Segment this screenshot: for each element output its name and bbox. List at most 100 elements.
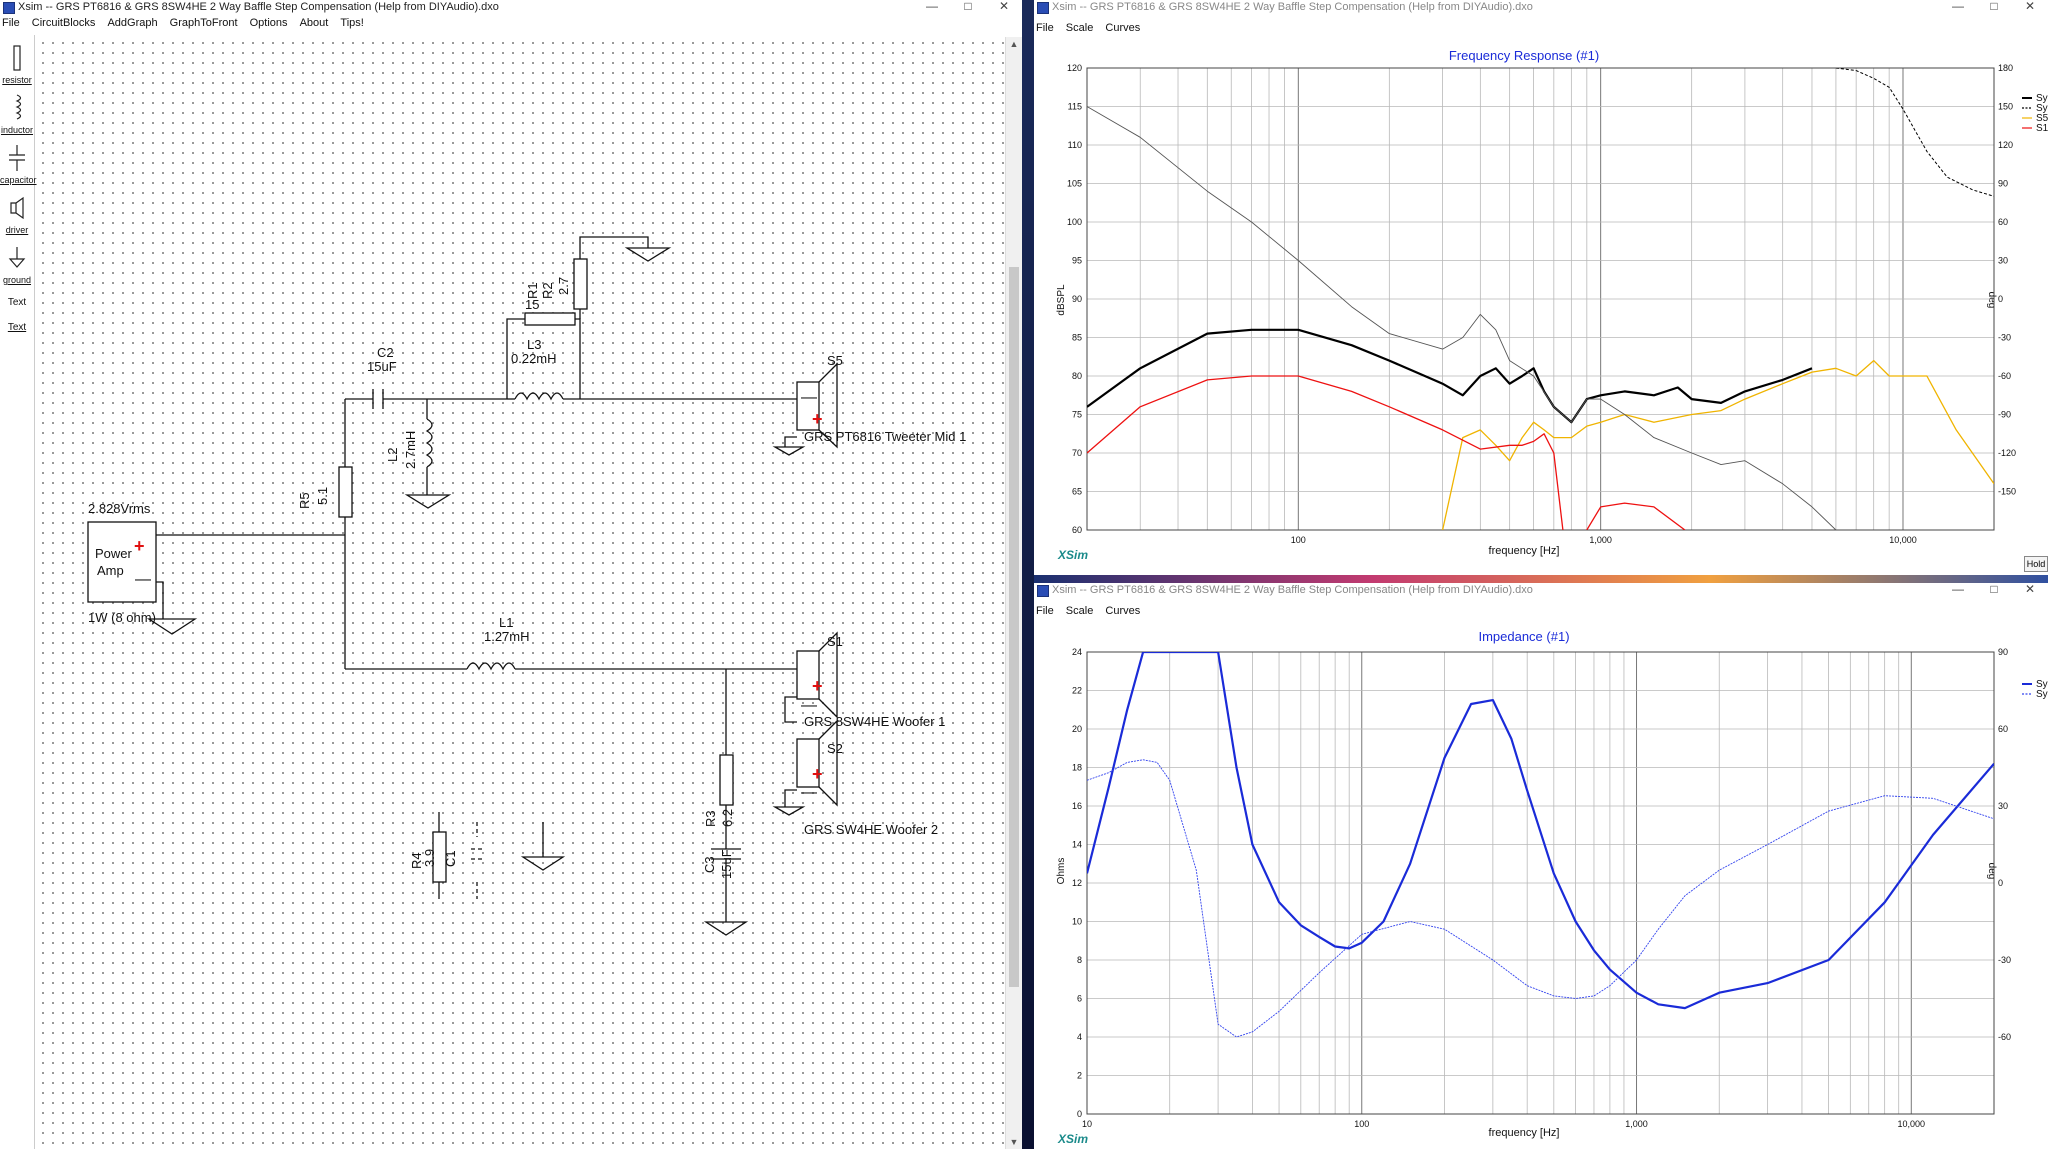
menu-circuitblocks[interactable]: CircuitBlocks <box>31 17 96 29</box>
maximize-button[interactable]: □ <box>964 0 972 13</box>
y2-tick-label: -30 <box>1998 333 2011 343</box>
maximize-button[interactable]: □ <box>1990 582 1998 596</box>
impedance-chart[interactable]: Impedance (#1) frequency [Hz] Ohms deg X… <box>1034 621 2048 1149</box>
capacitor-c3[interactable] <box>711 848 741 860</box>
tool-ground[interactable]: ground <box>0 243 34 287</box>
x-tick-label: 10,000 <box>1898 1119 1926 1129</box>
menu-scale[interactable]: Scale <box>1065 605 1094 617</box>
close-button[interactable]: ✕ <box>2024 0 2036 13</box>
s2-plus-sign: + <box>812 764 823 784</box>
speaker-s5[interactable] <box>796 381 820 431</box>
r1-value: 15 <box>525 297 539 312</box>
inductor-l3[interactable] <box>514 392 564 401</box>
s2-name: S2 <box>827 741 843 756</box>
l3-name: L3 <box>527 337 541 352</box>
r2-ground-symbol <box>624 247 672 262</box>
schematic-canvas[interactable]: + + + + — — — — 2.828Vrms Power Amp 1W (… <box>37 37 1004 1149</box>
inductor-l2[interactable] <box>425 418 433 468</box>
menu-about[interactable]: About <box>299 17 329 29</box>
tool-text[interactable]: Text <box>0 297 34 317</box>
y-tick-label: 110 <box>1068 140 1082 150</box>
y2-tick-label: -60 <box>1998 371 2011 381</box>
speaker-s2[interactable] <box>796 738 820 788</box>
x-tick-label: 10,000 <box>1889 535 1917 545</box>
series-line-s5[interactable] <box>1441 359 1994 530</box>
speaker-s1[interactable] <box>796 650 820 700</box>
tool-driver[interactable]: driver <box>0 193 34 237</box>
s2-ground-symbol <box>772 806 806 816</box>
capacitor-c1[interactable] <box>471 822 483 899</box>
scroll-down-arrow[interactable]: ▼ <box>1009 1137 1019 1147</box>
desktop-background-middle <box>1034 575 2048 583</box>
capacitor-c2[interactable] <box>372 389 384 409</box>
menu-curves[interactable]: Curves <box>1105 605 1141 617</box>
y-tick-label: 8 <box>1077 955 1082 965</box>
minimize-button[interactable]: — <box>926 0 938 13</box>
hold-button[interactable]: Hold <box>2024 556 2048 572</box>
tool-resistor[interactable]: resistor <box>0 43 34 87</box>
y-tick-label: 100 <box>1067 217 1082 227</box>
s2-minus-sign: — <box>801 784 817 801</box>
series-line-sys-phase[interactable] <box>1835 68 1994 197</box>
resistor-r1[interactable] <box>524 312 576 326</box>
tool-inductor[interactable]: inductor <box>0 93 34 137</box>
desktop-background <box>1022 0 1034 1149</box>
series-line-sys-phase[interactable] <box>1087 759 1994 1038</box>
brand-label: XSim <box>1057 548 1088 562</box>
s2-label: GRS SW4HE Woofer 2 <box>804 822 938 837</box>
close-button[interactable]: ✕ <box>2024 582 2036 596</box>
power-amp-box[interactable] <box>87 521 157 603</box>
amp-name-label-2: Amp <box>97 563 124 578</box>
menu-file[interactable]: File <box>2 17 20 29</box>
resistor-r3[interactable] <box>719 754 734 806</box>
y-tick-label: 115 <box>1068 102 1082 112</box>
resistor-r4[interactable] <box>432 831 447 883</box>
y2-tick-label: -150 <box>1998 487 2016 497</box>
series-line-reference[interactable] <box>1087 106 1837 531</box>
menu-tips[interactable]: Tips! <box>340 17 364 29</box>
minimize-button[interactable]: — <box>1952 582 1964 596</box>
c3-value: 15uF <box>719 849 734 879</box>
menu-file[interactable]: File <box>1036 22 1054 34</box>
vertical-scrollbar[interactable]: ▲ ▼ <box>1005 37 1022 1149</box>
series-line-s1[interactable] <box>1586 502 1686 530</box>
scroll-up-arrow[interactable]: ▲ <box>1009 39 1019 49</box>
legend-label: Sys <box>2036 679 2048 690</box>
resistor-r5[interactable] <box>338 466 353 518</box>
series-line-sys[interactable] <box>1087 652 1994 1010</box>
menu-curves[interactable]: Curves <box>1105 22 1141 34</box>
menu-file[interactable]: File <box>1036 605 1054 617</box>
resistor-icon <box>13 45 21 71</box>
schematic-drawing[interactable]: + + + + — — — — 2.828Vrms Power Amp 1W (… <box>37 37 1004 1149</box>
s5-label: GRS PT6816 Tweeter Mid 1 <box>804 429 966 444</box>
y2-tick-label: 150 <box>1998 102 2013 112</box>
y-tick-label: 80 <box>1072 371 1082 381</box>
y-tick-label: 16 <box>1072 801 1082 811</box>
series-line-s1[interactable] <box>1087 375 1564 530</box>
menu-scale[interactable]: Scale <box>1065 22 1094 34</box>
ground-icon <box>8 247 26 268</box>
tool-text-2[interactable]: Text <box>0 322 34 342</box>
tool-capacitor[interactable]: capacitor <box>0 143 37 187</box>
maximize-button[interactable]: □ <box>1990 0 1998 13</box>
freq-titlebar: Xsim -- GRS PT6816 & GRS 8SW4HE 2 Way Ba… <box>1034 0 2048 15</box>
scroll-thumb[interactable] <box>1009 267 1019 987</box>
s1-plus-sign: + <box>812 676 823 696</box>
series-line-sys[interactable] <box>1087 328 1813 424</box>
r3-name: R3 <box>703 810 718 827</box>
tool-label: inductor <box>0 125 34 135</box>
resistor-r2[interactable] <box>573 258 588 310</box>
y2-tick-label: 90 <box>1998 647 2008 657</box>
x-tick-label: 100 <box>1291 535 1306 545</box>
inductor-l1[interactable] <box>466 662 516 671</box>
menu-graphtofront[interactable]: GraphToFront <box>169 17 238 29</box>
menu-options[interactable]: Options <box>249 17 288 29</box>
y2-tick-label: 180 <box>1998 63 2013 73</box>
y-tick-label: 4 <box>1077 1032 1082 1042</box>
frequency-response-chart[interactable]: Frequency Response (#1) frequency [Hz] d… <box>1034 38 2048 578</box>
menu-addgraph[interactable]: AddGraph <box>107 17 158 29</box>
minimize-button[interactable]: — <box>1952 0 1964 13</box>
close-button[interactable]: ✕ <box>998 0 1010 13</box>
y2-tick-label: -90 <box>1998 410 2011 420</box>
l1-value: 1.27mH <box>484 629 530 644</box>
